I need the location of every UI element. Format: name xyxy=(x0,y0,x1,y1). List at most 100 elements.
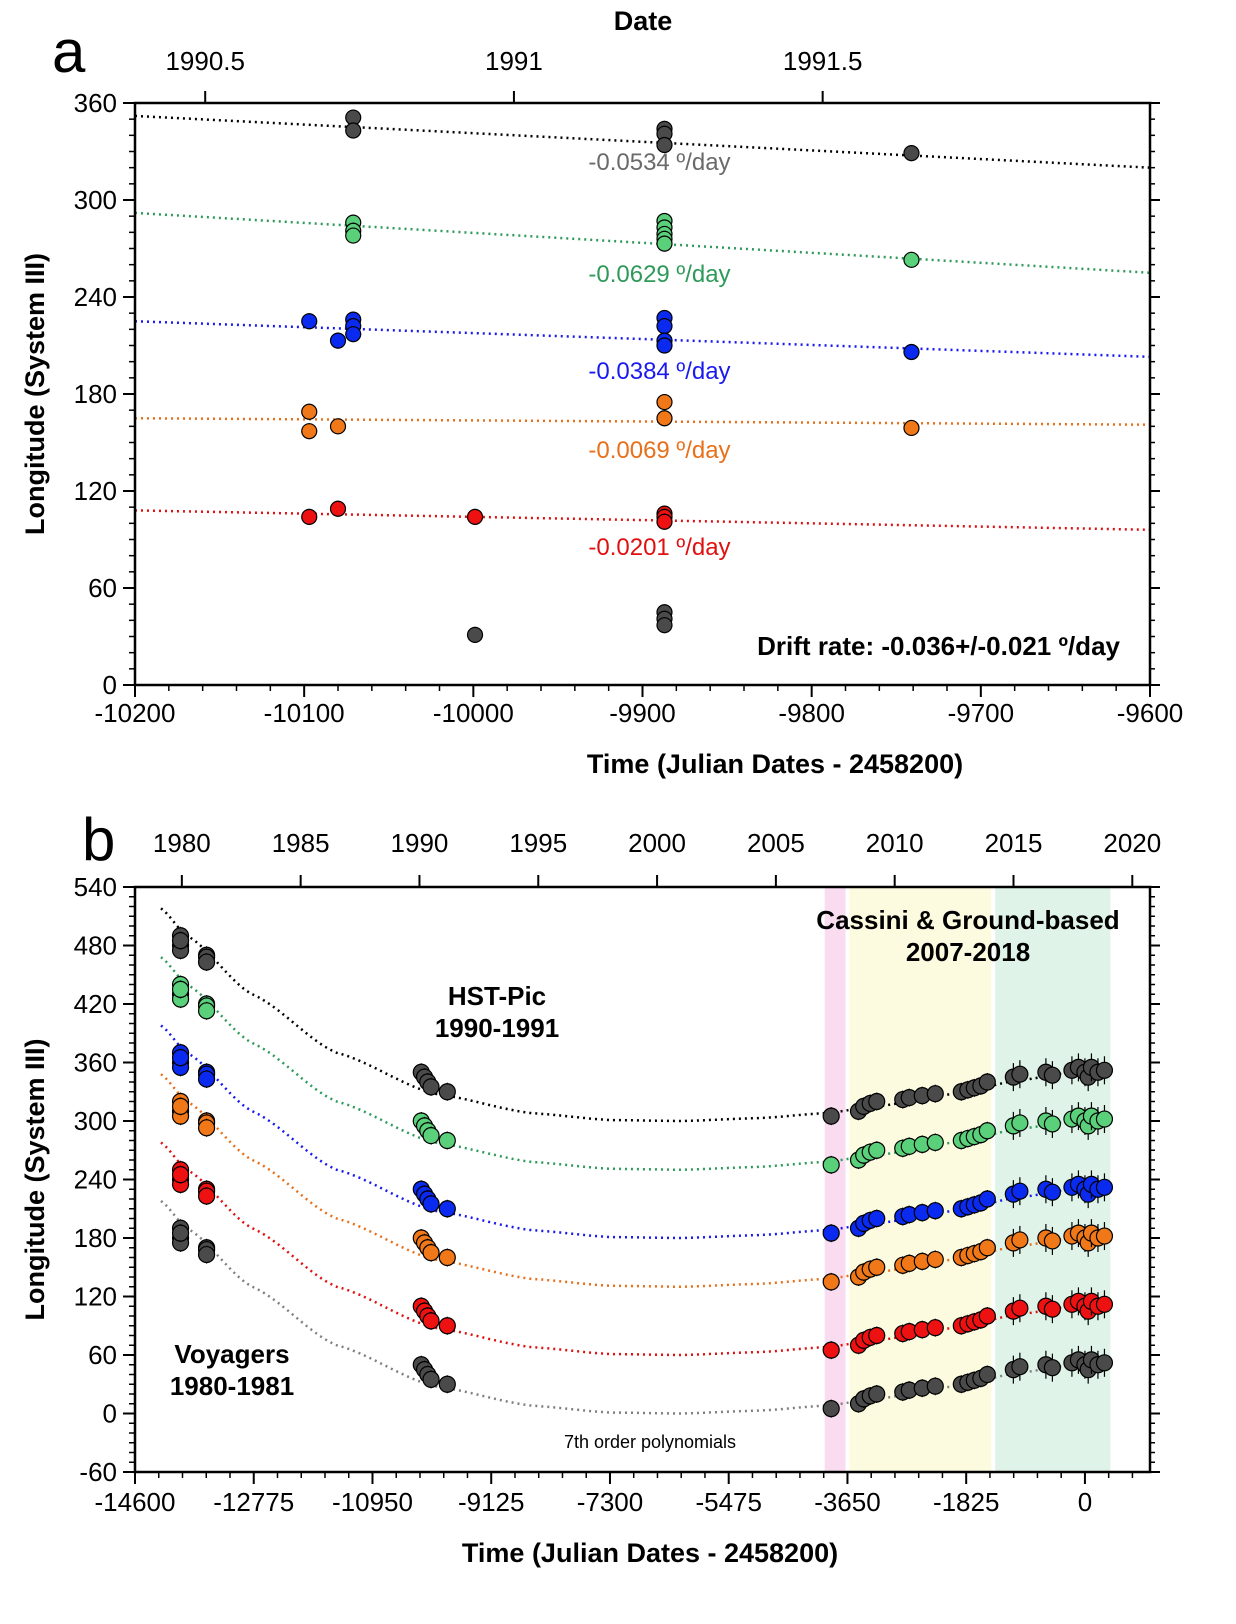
panel-a-point-black xyxy=(345,122,362,139)
panel-b-point-orange xyxy=(171,1097,190,1115)
panel-b-y-tick-label: 180 xyxy=(74,1223,117,1253)
panel-b-top-tick-label: 1990 xyxy=(391,828,449,858)
panel-b-point-blue xyxy=(1011,1182,1029,1200)
panel-b-point-red xyxy=(1095,1295,1114,1313)
panel-b-point-green xyxy=(822,1156,840,1174)
panel-b-point-red xyxy=(171,1166,190,1184)
panel-a-point-black xyxy=(656,136,673,154)
panel-b-y-tick-label: -60 xyxy=(79,1457,117,1487)
panel-a-fit-line-blue xyxy=(134,320,1151,359)
panel-a-y-tick-label: 0 xyxy=(103,670,117,700)
panel-b-point-gray xyxy=(1011,1358,1029,1376)
panel-b-y-tick-label: 120 xyxy=(74,1282,117,1312)
panel-a-x-tick-label: -9700 xyxy=(948,698,1015,728)
panel-b-x-tick-label: -1825 xyxy=(933,1487,1000,1517)
panel-a-point-red xyxy=(656,513,673,530)
panel-b-point-orange xyxy=(1043,1232,1062,1250)
panel-a-frame xyxy=(133,101,1152,687)
panel-a-point-blue xyxy=(345,326,362,343)
panel-a-y-tick-label: 360 xyxy=(74,88,117,118)
panel-a-x-tick-label: -9600 xyxy=(1117,698,1184,728)
panel-b-voyagers-years: 1980-1981 xyxy=(170,1371,294,1401)
panel-b-x-tick-label: -14600 xyxy=(95,1487,176,1517)
panel-a-point-orange xyxy=(656,410,673,427)
panel-b-point-green xyxy=(1095,1110,1114,1128)
panel-b-x-label: Time (Julian Dates - 2458200) xyxy=(462,1538,838,1568)
panel-a-x-label: Time (Julian Dates - 2458200) xyxy=(587,749,963,779)
panel-b-poly-label: 7th order polynomials xyxy=(564,1432,736,1452)
panel-b-x-tick-label: -3650 xyxy=(814,1487,881,1517)
panel-b-point-red xyxy=(197,1187,216,1205)
panel-b-x-tick-label: -9125 xyxy=(458,1487,525,1517)
panel-a-point-orange xyxy=(903,419,920,437)
panel-b-y-tick-label: 240 xyxy=(74,1165,117,1195)
panel-b-point-red xyxy=(1011,1299,1029,1317)
panel-b-point-black xyxy=(1043,1066,1062,1084)
panel-b-y-tick-label: 480 xyxy=(74,931,117,961)
panel-b-point-orange xyxy=(926,1250,944,1269)
panel-b-point-black xyxy=(197,953,216,971)
panel-b-cassini-label: Cassini & Ground-based xyxy=(816,905,1119,935)
panel-a-fit-line-black xyxy=(134,114,1151,169)
panel-b-point-red xyxy=(926,1319,944,1337)
panel-a-point-orange xyxy=(301,403,318,420)
panel-a-top-tick-label: 1991.5 xyxy=(783,46,863,76)
panel-a-top-axis-label: Date xyxy=(614,6,673,36)
panel-a-point-green xyxy=(903,251,920,268)
panel-a-drift-annotation: Drift rate: -0.036+/-0.021 º/day xyxy=(757,631,1120,661)
panel-a-x-tick-label: -10000 xyxy=(433,698,514,728)
panel-b-point-blue xyxy=(1095,1178,1114,1196)
panel-b-letter: b xyxy=(82,806,115,873)
panel-a-y-tick-label: 60 xyxy=(88,573,117,603)
panel-b-point-red xyxy=(438,1317,456,1335)
panel-b-point-green xyxy=(1043,1115,1062,1133)
panel-b-x-tick-label: 0 xyxy=(1078,1487,1092,1517)
panel-a-point-red xyxy=(329,500,347,517)
panel-a-x-tick-label: -9900 xyxy=(609,698,676,728)
panel-b-x-tick-label: -5475 xyxy=(695,1487,762,1517)
panel-b-point-green xyxy=(422,1127,440,1145)
panel-a-point-blue xyxy=(903,343,920,361)
panel-b-point-gray xyxy=(978,1365,996,1384)
panel-b-x-tick-label: -12775 xyxy=(213,1487,294,1517)
panel-b-top-tick-label: 1995 xyxy=(509,828,567,858)
panel-b-point-green xyxy=(197,1002,216,1020)
panel-a-y-tick-label: 180 xyxy=(74,379,117,409)
panel-b-point-red xyxy=(868,1326,886,1345)
panel-b-point-green xyxy=(1011,1114,1029,1132)
panel-b-point-green xyxy=(171,980,190,998)
panel-b-point-blue xyxy=(1043,1183,1062,1201)
panel-b-point-blue xyxy=(422,1195,440,1213)
panel-b-frame xyxy=(133,885,1152,1474)
panel-b-point-orange xyxy=(1095,1227,1114,1245)
panel-b-top-tick-label: 2010 xyxy=(866,828,924,858)
panel-b-top-tick-label: 2015 xyxy=(985,828,1043,858)
panel-a-y-tick-label: 240 xyxy=(74,282,117,312)
panel-b-top-tick-label: 1980 xyxy=(153,828,211,858)
panel-a-y-tick-label: 300 xyxy=(74,185,117,215)
panel-b-point-green xyxy=(438,1131,456,1150)
panel-a-y-label: Longitude (System III) xyxy=(20,253,50,535)
panel-a-x-tick-label: -10200 xyxy=(95,698,176,728)
panel-b-point-green xyxy=(978,1122,996,1140)
panel-b-point-orange xyxy=(868,1258,886,1276)
panel-b-y-tick-label: 540 xyxy=(74,872,117,902)
panel-b-point-orange xyxy=(1011,1231,1029,1249)
panel-b-y-tick-label: 60 xyxy=(88,1340,117,1370)
panel-a-fit-line-orange xyxy=(134,417,1151,426)
panel-b-point-blue xyxy=(438,1200,456,1218)
panel-a-point-orange xyxy=(656,393,673,411)
panel-b-x-tick-label: -10950 xyxy=(332,1487,413,1517)
panel-b-point-green xyxy=(868,1141,886,1159)
panel-b-point-blue xyxy=(197,1070,216,1088)
panel-b-point-red xyxy=(822,1341,840,1359)
panel-b-point-black xyxy=(868,1092,886,1111)
panel-b-point-red xyxy=(978,1307,996,1325)
panel-a-fit-line-red xyxy=(134,509,1151,532)
panel-b-point-gray xyxy=(171,1224,190,1242)
panel-b-point-blue xyxy=(822,1224,840,1242)
panel-b-region-pink xyxy=(824,887,846,1472)
panel-b-top-tick-label: 2005 xyxy=(747,828,805,858)
panel-b-hst-years: 1990-1991 xyxy=(435,1013,559,1043)
panel-b-top-tick-label: 1985 xyxy=(272,828,330,858)
